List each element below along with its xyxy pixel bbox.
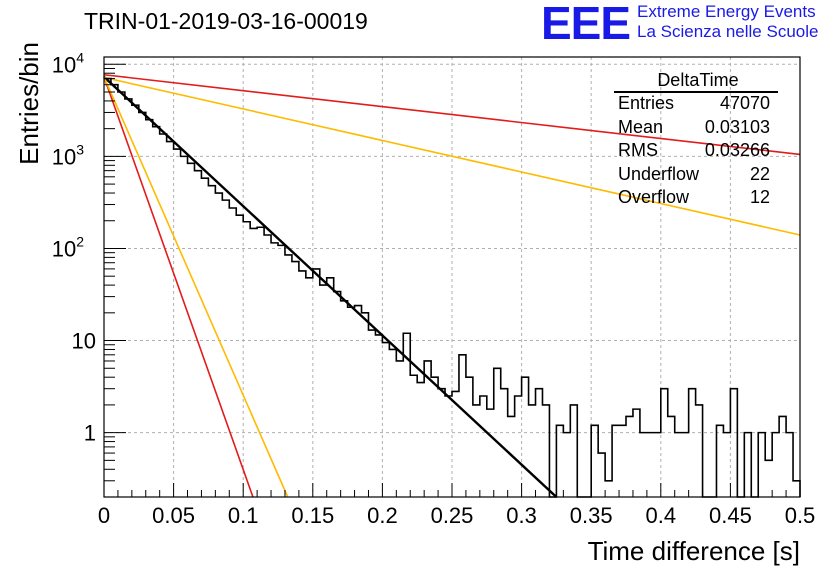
- stats-value: 22: [749, 163, 770, 184]
- stats-row: Entries 47070: [612, 92, 784, 116]
- stats-value: 12: [749, 187, 770, 207]
- x-axis-label: Time difference [s]: [588, 536, 800, 566]
- axes: 0 0.05 0.1 0.15 0.2 0.25 0.3 0.35 0.4 0.45 0.5 104 1…: [52, 49, 816, 528]
- x-tick-label: 0.4: [646, 503, 677, 528]
- stats-row: RMS 0.03266: [612, 139, 784, 163]
- histogram: [104, 77, 801, 498]
- y-tick-label: 104: [52, 49, 84, 77]
- stats-label: Mean: [618, 116, 664, 137]
- x-tick-label: 0.15: [291, 503, 334, 528]
- stats-row: Mean 0.03103: [612, 116, 784, 140]
- fit-curves: [103, 73, 801, 498]
- logo-subtitle-1: Extreme Energy Events: [637, 2, 816, 21]
- x-tick-label: 0.35: [570, 503, 613, 528]
- x-tick-label: 0.25: [431, 503, 474, 528]
- fit-curve: [103, 75, 558, 498]
- stats-label: Entries: [618, 93, 675, 113]
- fit-curve: [103, 73, 801, 156]
- x-tick-label: 0.05: [152, 503, 195, 528]
- stats-box: DeltaTime Entries 47070 Mean 0.03103 RMS…: [612, 70, 784, 210]
- stats-label: RMS: [618, 140, 658, 160]
- y-tick-label: 10: [72, 329, 96, 354]
- y-tick-label: 1: [84, 421, 96, 446]
- stats-separator: [614, 91, 778, 93]
- stats-label: Overflow: [618, 187, 690, 207]
- run-title: TRIN-01-2019-03-16-00019: [84, 8, 368, 34]
- y-tick-label: 103: [52, 141, 84, 169]
- x-tick-label: 0.3: [506, 503, 537, 528]
- stats-value: 47070: [719, 93, 770, 113]
- eee-logo: EEE: [541, 0, 631, 49]
- histogram-outline: [104, 77, 801, 498]
- stats-row: Underflow 22: [612, 163, 784, 187]
- y-tick-label: 102: [52, 233, 84, 261]
- logo-subtitle-2: La Scienza nelle Scuole: [637, 22, 819, 41]
- stats-title: DeltaTime: [657, 70, 739, 90]
- x-tick-label: 0.5: [785, 503, 816, 528]
- x-tick-label: 0.45: [709, 503, 752, 528]
- fit-curve: [103, 76, 254, 498]
- fit-curve: [103, 76, 289, 498]
- x-tick-label: 0.1: [228, 503, 259, 528]
- x-tick-label: 0: [98, 503, 110, 528]
- x-tick-label: 0.2: [367, 503, 398, 528]
- stats-row: Overflow 12: [612, 186, 784, 210]
- stats-value: 0.03103: [704, 116, 770, 137]
- y-axis-label: Entries/bin: [14, 42, 44, 165]
- fit-curve: [103, 76, 801, 236]
- stats-value: 0.03266: [704, 140, 770, 160]
- stats-label: Underflow: [618, 163, 700, 184]
